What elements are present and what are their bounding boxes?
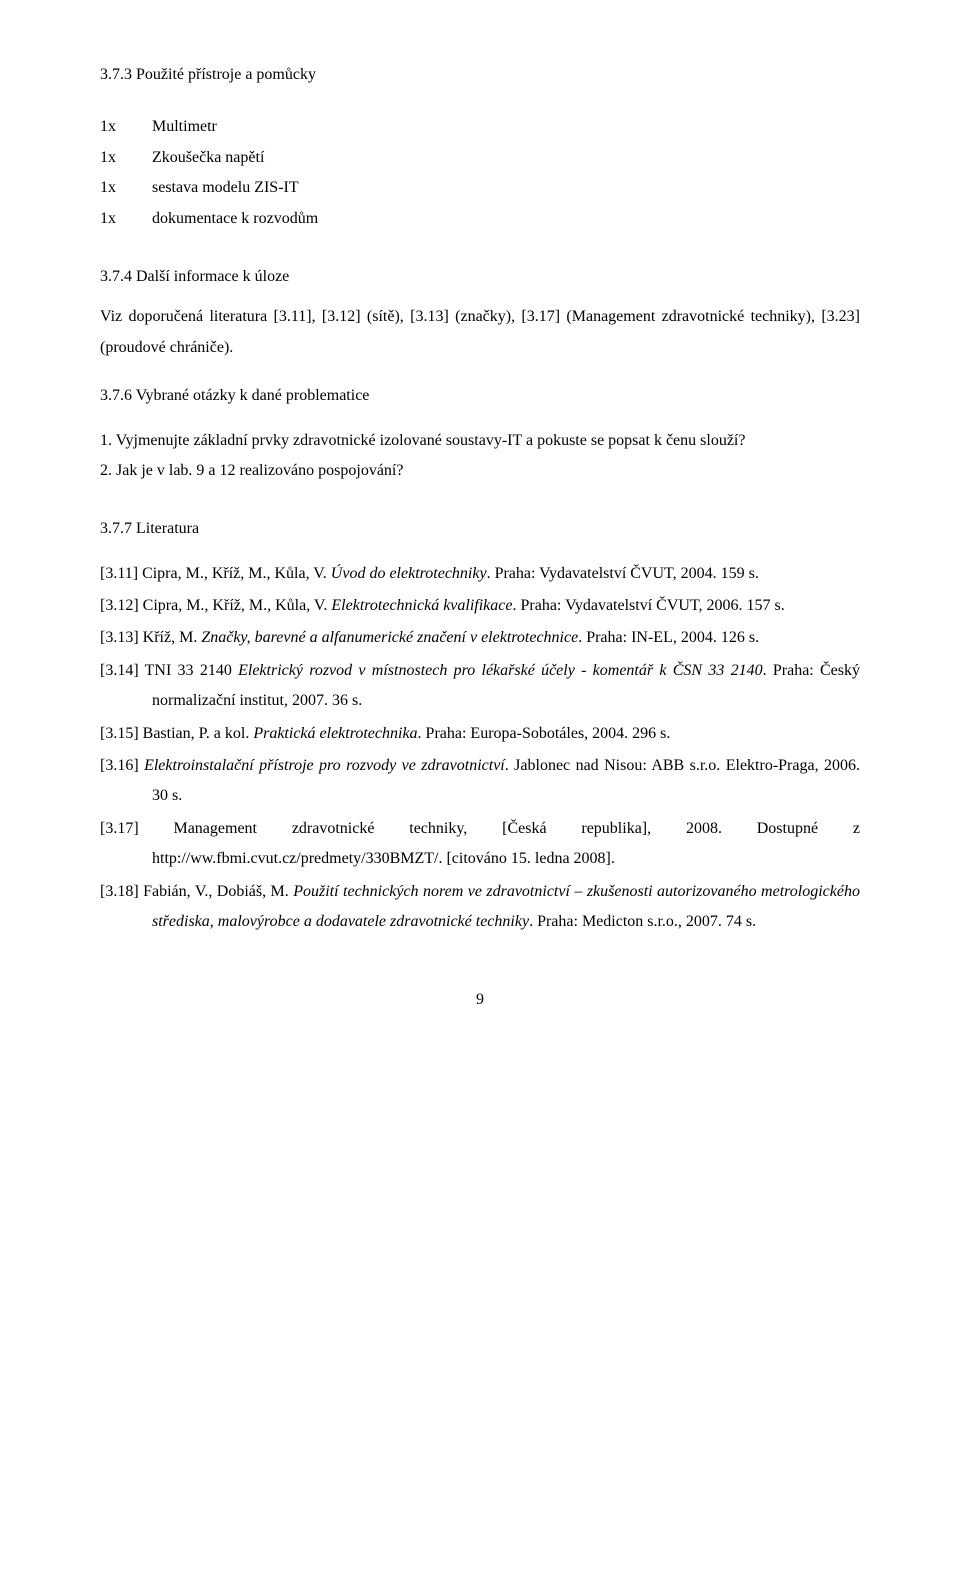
page-number: 9 (100, 985, 860, 1015)
section-376-title: 3.7.6 Vybrané otázky k dané problematice (100, 381, 860, 411)
ref-text: . Praha: Vydavatelství ČVUT, 2006. 157 s… (512, 597, 784, 614)
list-prefix: 1x (100, 143, 152, 173)
ref-315: [3.15] Bastian, P. a kol. Praktická elek… (100, 719, 860, 749)
ref-italic: Praktická elektrotechnika (253, 725, 417, 742)
literature-block: 3.7.7 Literatura [3.11] Cipra, M., Kříž,… (100, 514, 860, 937)
ref-text: [3.16] (100, 757, 144, 774)
ref-text: [3.18] Fabián, V., Dobiáš, M. (100, 883, 293, 900)
devices-list: 1xMultimetr 1xZkoušečka napětí 1xsestava… (100, 112, 860, 234)
ref-text: [3.15] Bastian, P. a kol. (100, 725, 253, 742)
ref-311: [3.11] Cipra, M., Kříž, M., Kůla, V. Úvo… (100, 559, 860, 589)
list-prefix: 1x (100, 204, 152, 234)
ref-text: [3.14] TNI 33 2140 (100, 662, 238, 679)
ref-text: . Praha: Europa-Sobotáles, 2004. 296 s. (418, 725, 671, 742)
ref-text: [3.11] Cipra, M., Kříž, M., Kůla, V. (100, 565, 331, 582)
list-item: 1xdokumentace k rozvodům (100, 204, 860, 234)
question-2: 2. Jak je v lab. 9 a 12 realizováno posp… (100, 456, 860, 486)
ref-317: [3.17] Management zdravotnické techniky,… (100, 814, 860, 875)
section-374-title: 3.7.4 Další informace k úloze (100, 262, 860, 292)
list-value: Multimetr (152, 118, 217, 135)
ref-text: [3.13] Kříž, M. (100, 629, 201, 646)
ref-text: . Praha: IN-EL, 2004. 126 s. (578, 629, 759, 646)
ref-text: . Praha: Vydavatelství ČVUT, 2004. 159 s… (487, 565, 759, 582)
ref-313: [3.13] Kříž, M. Značky, barevné a alfanu… (100, 623, 860, 653)
section-377-title: 3.7.7 Literatura (100, 514, 860, 544)
ref-italic: Elektrický rozvod v místnostech pro léka… (238, 662, 763, 679)
ref-italic: Úvod do elektrotechniky (331, 565, 487, 582)
list-value: sestava modelu ZIS-IT (152, 179, 299, 196)
ref-314: [3.14] TNI 33 2140 Elektrický rozvod v m… (100, 656, 860, 717)
ref-312: [3.12] Cipra, M., Kříž, M., Kůla, V. Ele… (100, 591, 860, 621)
ref-text: [3.12] Cipra, M., Kříž, M., Kůla, V. (100, 597, 331, 614)
list-item: 1xMultimetr (100, 112, 860, 142)
list-item: 1xsestava modelu ZIS-IT (100, 173, 860, 203)
ref-italic: Značky, barevné a alfanumerické značení … (201, 629, 578, 646)
list-item: 1xZkoušečka napětí (100, 143, 860, 173)
question-1: 1. Vyjmenujte základní prvky zdravotnick… (100, 426, 860, 456)
ref-316: [3.16] Elektroinstalační přístroje pro r… (100, 751, 860, 812)
list-prefix: 1x (100, 112, 152, 142)
ref-italic: Elektrotechnická kvalifikace (331, 597, 512, 614)
section-373-title: 3.7.3 Použité přístroje a pomůcky (100, 60, 860, 90)
ref-text: [3.17] Management zdravotnické techniky,… (100, 820, 860, 867)
ref-italic: Elektroinstalační přístroje pro rozvody … (144, 757, 505, 774)
list-prefix: 1x (100, 173, 152, 203)
ref-text: . Praha: Medicton s.r.o., 2007. 74 s. (529, 913, 756, 930)
list-value: Zkoušečka napětí (152, 149, 264, 166)
section-374-body: Viz doporučená literatura [3.11], [3.12]… (100, 302, 860, 363)
ref-318: [3.18] Fabián, V., Dobiáš, M. Použití te… (100, 877, 860, 938)
list-value: dokumentace k rozvodům (152, 210, 318, 227)
